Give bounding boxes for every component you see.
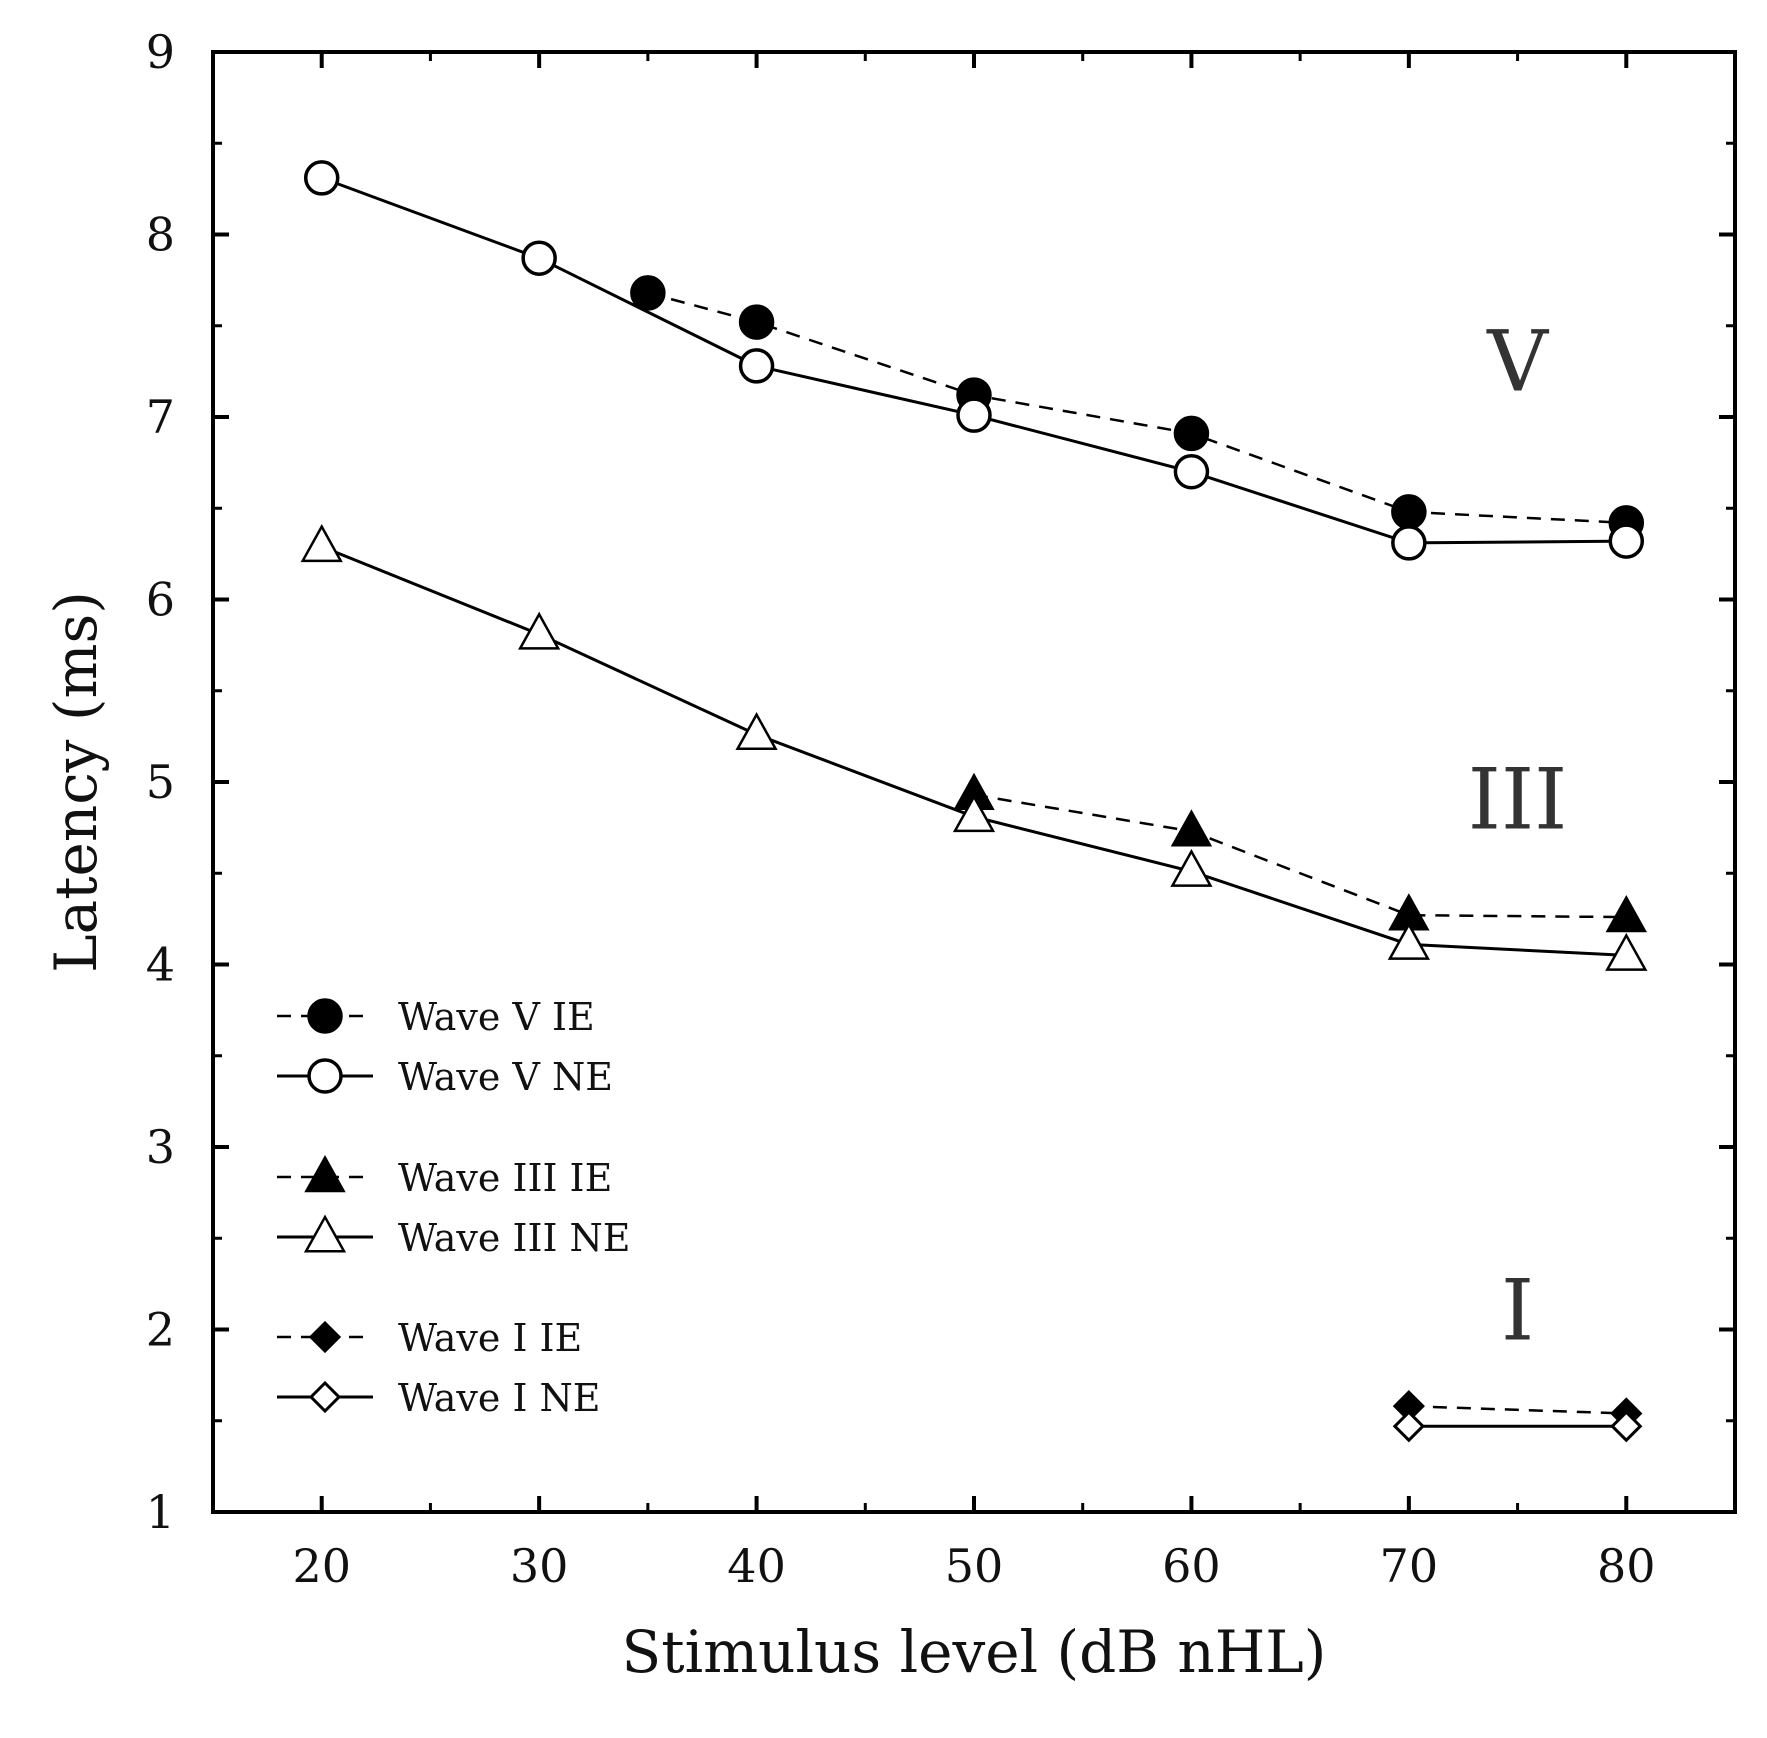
x-tick-label: 80 [1597,1539,1656,1593]
legend-entry-wave-v-ie: Wave V IE [277,995,595,1039]
y-axis-title: Latency (ms) [42,591,110,973]
y-tick-label: 8 [146,208,175,262]
x-tick-label: 50 [945,1539,1004,1593]
series-line [321,176,1627,545]
series-line [973,793,1627,919]
data-point [1391,525,1427,561]
series-line [1408,1404,1627,1415]
data-point [956,397,992,433]
legend-label: Wave V IE [398,995,595,1039]
data-point [1173,415,1210,452]
data-point [1392,1410,1425,1443]
legend-marker [307,1058,343,1094]
data-point [1608,523,1645,559]
series-wave-v-ie [630,275,1645,541]
x-tick-label: 40 [727,1539,786,1593]
data-point [1391,494,1427,530]
legend-label: Wave I IE [398,1316,582,1360]
data-point [1170,848,1213,887]
legend-marker [308,1380,342,1414]
data-point [303,160,340,196]
legend-entry-wave-i-ne: Wave I NE [277,1376,601,1420]
x-axis: 20 30 40 50 60 70 80 [292,52,1656,1593]
legend-label: Wave I NE [398,1376,601,1420]
legend-label: Wave III IE [398,1156,612,1200]
legend: Wave V IE Wave V NE Wave III IE Wave III NE… [277,995,631,1420]
legend-entry-wave-iii-ie: Wave III IE [277,1154,612,1200]
x-tick-label: 20 [292,1539,351,1593]
y-tick-label: 4 [146,938,175,992]
legend-label: Wave V NE [398,1055,613,1099]
data-point [1170,809,1213,847]
legend-entry-wave-v-ne: Wave V NE [277,1055,613,1099]
data-point [1610,1410,1643,1443]
y-tick-label: 1 [146,1485,175,1539]
series-wave-iii-ne [300,524,1648,971]
legend-marker [304,1154,346,1193]
data-point [738,348,775,384]
x-axis-title: Stimulus level (dB nHL) [622,1618,1327,1686]
wave-label-v: V [1486,312,1549,410]
y-tick-label: 7 [146,390,175,444]
data-point [735,712,778,751]
data-point [738,304,775,340]
legend-label: Wave III NE [398,1216,631,1260]
series-line [647,291,1627,525]
data-point [1387,921,1430,960]
y-tick-label: 6 [146,573,175,627]
data-point [630,275,666,311]
y-tick-label: 9 [146,25,175,79]
series-wave-v-ne [303,160,1645,561]
x-tick-label: 70 [1380,1539,1439,1593]
data-point [518,611,561,650]
wave-label-i: I [1501,1261,1534,1359]
x-tick-label: 30 [510,1539,569,1593]
data-point [521,240,557,276]
legend-entry-wave-iii-ne: Wave III NE [277,1214,631,1260]
legend-marker [303,1214,347,1253]
legend-marker [308,1320,342,1354]
y-axis: 1 2 3 4 5 6 7 8 9 [146,25,1735,1539]
series-wave-iii-ie [953,772,1647,933]
data-point [1173,454,1210,490]
x-tick-label: 60 [1162,1539,1221,1593]
wave-label-iii: III [1468,750,1568,848]
data-point [1605,932,1648,971]
data-point [300,524,343,563]
y-tick-label: 3 [146,1120,175,1174]
data-point [1605,895,1647,933]
legend-marker [307,998,343,1034]
series-wave-i-ie [1392,1390,1643,1430]
y-tick-label: 5 [146,755,175,809]
series-wave-i-ne [1392,1410,1643,1443]
series-line [321,545,1627,957]
legend-entry-wave-i-ie: Wave I IE [277,1316,582,1360]
y-tick-label: 2 [146,1303,175,1357]
data-point [952,794,996,833]
